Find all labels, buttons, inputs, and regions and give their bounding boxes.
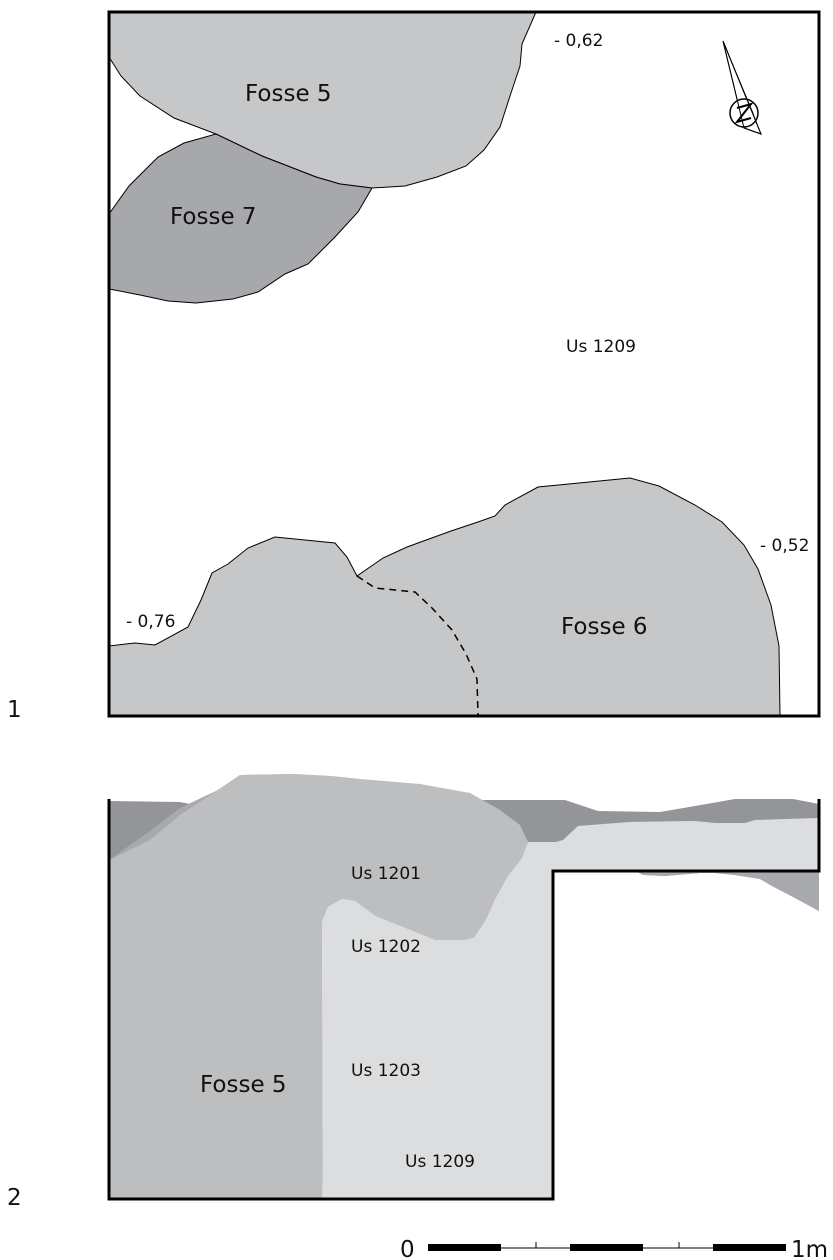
plan-fosse-7-label: Fosse 7: [170, 204, 257, 230]
scale-end-label: 1m: [791, 1237, 828, 1260]
section-view: Us 1201 Us 1202 Fosse 5 Us 1203 Us 1209: [107, 774, 821, 1201]
section-fosse-5-label: Fosse 5: [200, 1072, 287, 1098]
plan-fosse-6-label: Fosse 6: [561, 614, 648, 640]
fosse-6-shape: [108, 477, 781, 717]
north-arrow-icon: [722, 40, 762, 135]
fosse-5-shape: [108, 11, 537, 189]
section-outline: [107, 799, 821, 1201]
fosse-7-shape: [108, 133, 373, 304]
section-us-1209-label: Us 1209: [405, 1152, 475, 1172]
us-1209-layer: [322, 818, 819, 1199]
altitude-top-label: - 0,62: [554, 31, 603, 51]
plan-us-1209-label: Us 1209: [566, 337, 636, 357]
plan-fosse-5-label: Fosse 5: [245, 81, 332, 107]
scale-segment-1: [428, 1244, 501, 1251]
altitude-right-label: - 0,52: [760, 536, 809, 556]
figure-number-1: 1: [7, 697, 22, 723]
scale-bar: 0 1m: [400, 1237, 828, 1260]
scale-segment-2: [570, 1244, 643, 1251]
scale-segment-3: [713, 1244, 786, 1251]
plan-frame: [107, 10, 821, 718]
altitude-left-label: - 0,76: [126, 612, 175, 632]
section-us-1201-label: Us 1201: [351, 864, 421, 884]
section-us-1202-label: Us 1202: [351, 937, 421, 957]
us-1203-layer: [109, 774, 528, 1199]
section-us-1203-label: Us 1203: [351, 1061, 421, 1081]
dashed-boundary: [356, 575, 479, 717]
plan-view: Fosse 5 Fosse 7 Us 1209 Fosse 6 - 0,62 -…: [107, 10, 821, 718]
scale-start-label: 0: [400, 1237, 415, 1260]
figure-number-2: 2: [7, 1185, 22, 1211]
